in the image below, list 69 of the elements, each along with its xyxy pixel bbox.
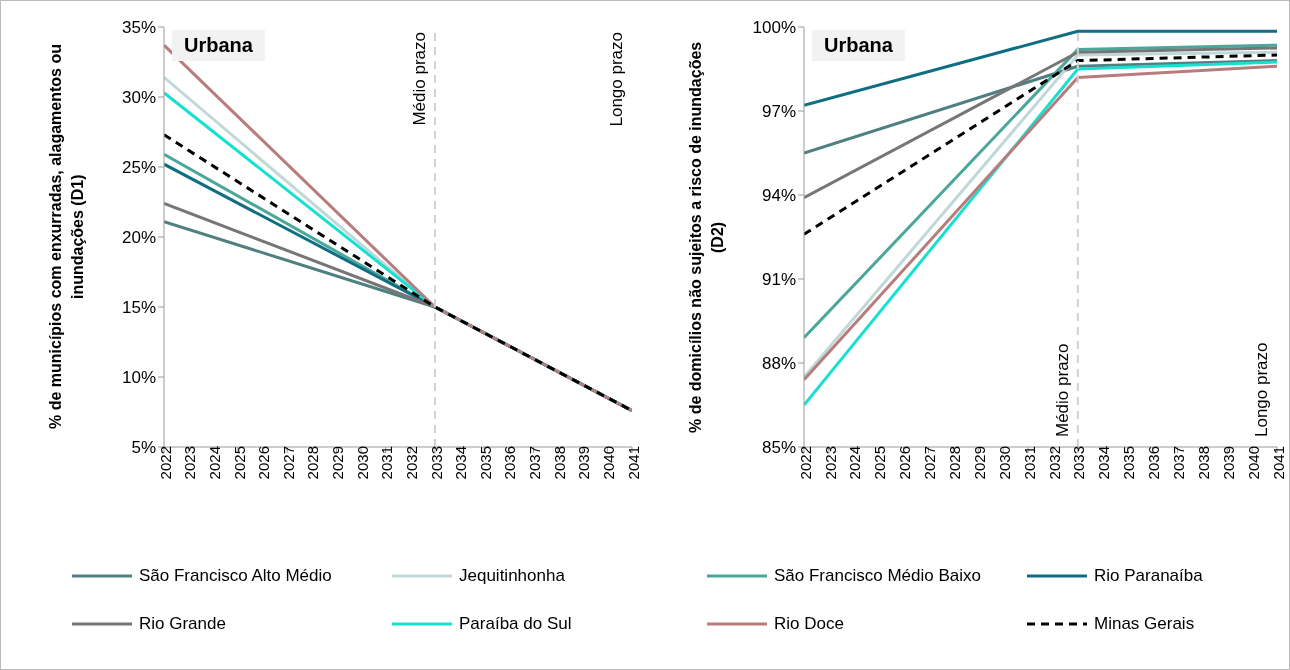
annotation: Longo prazo	[1252, 342, 1271, 437]
x-tick-label: 2024	[846, 446, 864, 480]
y-tick-label: 25%	[121, 158, 156, 178]
ref-line-label: Médio prazo	[409, 32, 429, 126]
y-axis-title: % de municípios com enxurradas, alagamentos ou inundações (D1)	[46, 43, 87, 432]
y-tick-label: 91%	[761, 270, 796, 290]
y-tick-label: 100%	[752, 18, 796, 38]
ref-line-label: Médio prazo	[1052, 343, 1072, 437]
y-tick-label: 94%	[761, 186, 796, 206]
y-tick-label: 30%	[121, 88, 156, 108]
x-tick-label: 2039	[1219, 446, 1237, 480]
y-tick-label: 97%	[761, 102, 796, 122]
legend-label: São Francisco Médio Baixo	[774, 566, 981, 586]
x-tick-label: 2030	[995, 446, 1013, 480]
x-tick-label: 2036	[1145, 446, 1163, 480]
x-tick-label: 2039	[575, 446, 593, 480]
y-tick-label: 35%	[121, 18, 156, 38]
x-tick-label: 2037	[1170, 446, 1188, 480]
x-tick-label: 2041	[1269, 446, 1287, 480]
x-tick-label: 2041	[624, 446, 642, 480]
y-tick-label: 88%	[761, 354, 796, 374]
x-tick-label: 2035	[476, 446, 494, 480]
x-tick-label: 2038	[550, 446, 568, 480]
x-tick-label: 2022	[156, 446, 174, 480]
x-tick-label: 2025	[871, 446, 889, 480]
legend-label: Rio Grande	[139, 614, 226, 634]
y-tick-label: 10%	[121, 368, 156, 388]
x-tick-label: 2035	[1120, 446, 1138, 480]
y-tick-label: 5%	[131, 438, 156, 458]
x-tick-label: 2024	[205, 446, 223, 480]
x-tick-label: 2023	[181, 446, 199, 480]
label-box: Urbana	[812, 30, 905, 61]
x-tick-label: 2034	[452, 446, 470, 480]
x-tick-label: 2028	[304, 446, 322, 480]
x-tick-label: 2026	[255, 446, 273, 480]
x-tick-label: 2032	[402, 446, 420, 480]
y-tick-label: 15%	[121, 298, 156, 318]
x-tick-label: 2036	[501, 446, 519, 480]
y-tick-label: 85%	[761, 438, 796, 458]
x-tick-label: 2032	[1045, 446, 1063, 480]
x-tick-label: 2031	[378, 446, 396, 480]
x-tick-label: 2027	[921, 446, 939, 480]
x-tick-label: 2025	[230, 446, 248, 480]
legend-label: Minas Gerais	[1094, 614, 1195, 634]
x-tick-label: 2030	[353, 446, 371, 480]
x-tick-label: 2037	[526, 446, 544, 480]
y-tick-label: 20%	[121, 228, 156, 248]
x-tick-label: 2033	[1070, 446, 1088, 480]
x-tick-label: 2040	[600, 446, 618, 480]
x-tick-label: 2040	[1244, 446, 1262, 480]
x-tick-label: 2026	[896, 446, 914, 480]
x-tick-label: 2023	[821, 446, 839, 480]
legend-label: Rio Paranaíba	[1094, 566, 1203, 586]
legend-label: Jequitinhonha	[459, 566, 565, 586]
x-tick-label: 2038	[1194, 446, 1212, 480]
annotation: Longo prazo	[607, 32, 626, 127]
x-tick-label: 2029	[329, 446, 347, 480]
x-tick-label: 2022	[796, 446, 814, 480]
x-tick-label: 2029	[970, 446, 988, 480]
x-tick-label: 2034	[1095, 446, 1113, 480]
y-axis-title: % de domicílios não sujeitos a risco de inundações (D2)	[686, 40, 727, 435]
label-box: Urbana	[172, 30, 265, 61]
x-tick-label: 2027	[279, 446, 297, 480]
legend-label: Paraíba do Sul	[459, 614, 572, 634]
legend-label: Rio Doce	[774, 614, 844, 634]
legend-label: São Francisco Alto Médio	[139, 566, 332, 586]
x-tick-label: 2033	[427, 446, 445, 480]
x-tick-label: 2031	[1020, 446, 1038, 480]
x-tick-label: 2028	[946, 446, 964, 480]
